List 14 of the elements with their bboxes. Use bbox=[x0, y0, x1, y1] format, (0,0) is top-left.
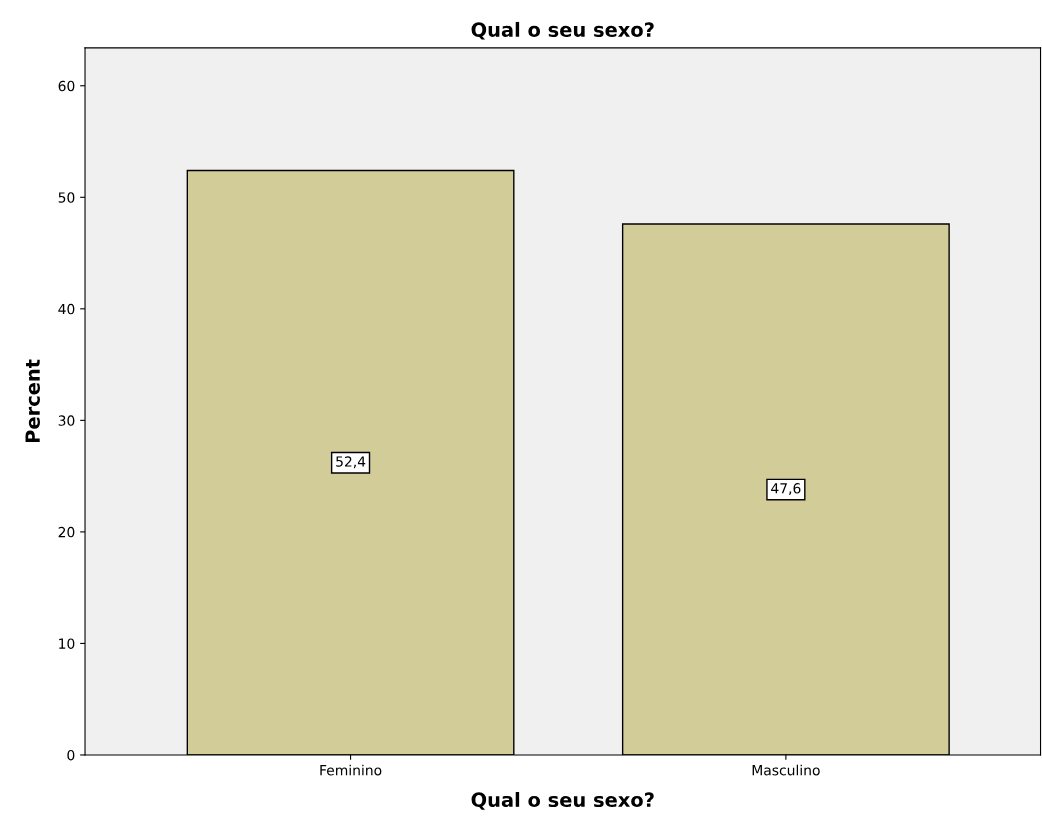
data-label: 52,4 bbox=[336, 456, 366, 469]
y-tick-label: 10 bbox=[59, 638, 75, 649]
x-tick-label: Masculino bbox=[752, 764, 820, 776]
data-label: 47,6 bbox=[771, 483, 801, 495]
y-tick-label: 0 bbox=[67, 749, 75, 761]
y-tick-label: 20 bbox=[58, 526, 75, 538]
x-tick-label: Feminino bbox=[320, 764, 382, 776]
y-tick-label: 40 bbox=[58, 303, 75, 315]
chart-title: Qual o seu sexo? bbox=[471, 21, 654, 40]
y-axis-title: Percent bbox=[25, 359, 40, 443]
y-tick-label: 50 bbox=[58, 192, 75, 203]
x-axis-title: Qual o seu sexo? bbox=[471, 792, 654, 810]
y-tick-label: 30 bbox=[58, 415, 75, 426]
y-tick-label: 60 bbox=[58, 80, 75, 92]
